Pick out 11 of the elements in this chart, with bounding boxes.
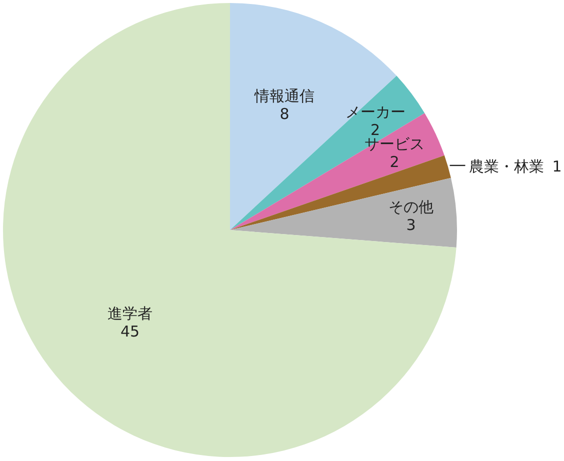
data-label: 3 bbox=[406, 216, 416, 234]
slice-label: メーカー bbox=[345, 103, 406, 121]
slice-label: 情報通信 bbox=[254, 87, 315, 106]
slice-label: 進学者 bbox=[108, 304, 153, 323]
slice-label: 農業・林業 bbox=[469, 157, 544, 176]
slice-label: その他 bbox=[388, 198, 434, 216]
data-label: 2 bbox=[390, 153, 400, 172]
data-label: 45 bbox=[120, 322, 140, 341]
data-label: 8 bbox=[280, 105, 290, 124]
data-label: 2 bbox=[370, 121, 380, 139]
data-label: 1 bbox=[552, 157, 562, 176]
